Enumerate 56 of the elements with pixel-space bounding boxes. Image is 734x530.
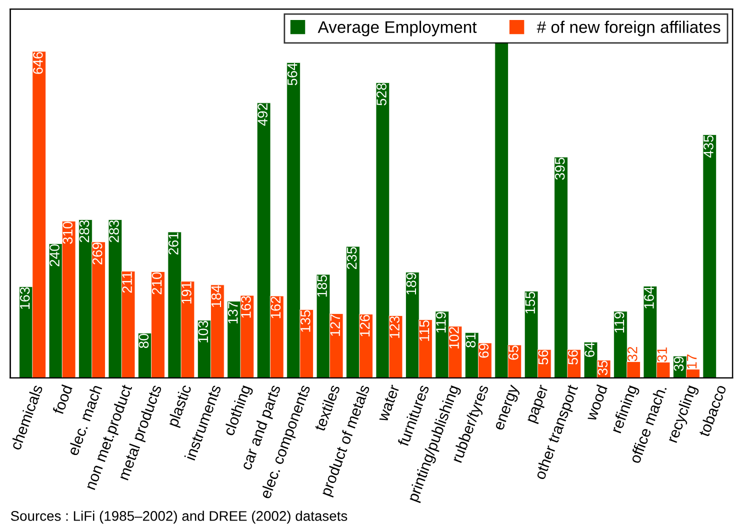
data-label: 185 (317, 275, 327, 297)
data-label: 646 (33, 52, 43, 74)
data-label: 123 (390, 316, 400, 338)
x-tick-label: water (378, 384, 400, 422)
x-tick-label: textiles (314, 384, 340, 432)
data-label: 103 (198, 320, 208, 342)
data-label: 269 (92, 242, 102, 264)
data-label: 155 (525, 292, 536, 314)
bar (702, 134, 717, 378)
data-label: 56 (568, 350, 578, 364)
data-label: 395 (554, 158, 565, 180)
data-label: 126 (360, 314, 370, 336)
data-label: 81 (466, 333, 476, 348)
data-label: 119 (436, 312, 446, 332)
data-label: 240 (50, 244, 60, 266)
source-note: Sources : LiFi (1985–2002) and DREE (2002) datasets (10, 510, 348, 524)
x-tick-label: wood (584, 384, 608, 422)
data-label: 64 (584, 342, 594, 357)
data-label: 31 (657, 347, 668, 362)
data-label: 184 (211, 285, 222, 308)
data-label: 191 (182, 282, 192, 304)
data-label: 162 (270, 296, 281, 318)
data-label: 492 (258, 104, 268, 126)
x-tick-label: food (52, 384, 72, 416)
data-label: 135 (300, 310, 310, 332)
data-label: 528 (376, 83, 386, 106)
data-label: 163 (241, 296, 251, 318)
data-label: 127 (330, 314, 340, 336)
data-label: 137 (228, 302, 238, 324)
data-label: 56 (538, 350, 548, 364)
data-label: 163 (20, 287, 30, 309)
data-label: 69 (478, 344, 489, 358)
data-label: 189 (406, 272, 416, 294)
data-label: 65 (508, 346, 518, 360)
x-tick-label: paper (528, 384, 552, 424)
x-tick-label: energy (495, 384, 522, 432)
data-label: 119 (614, 312, 624, 332)
data-label: 17 (687, 354, 697, 368)
data-label: 211 (122, 272, 132, 293)
data-label: 115 (420, 320, 430, 341)
data-label: 102 (449, 327, 459, 348)
data-label: 261 (168, 232, 178, 254)
data-label: 39 (674, 356, 684, 372)
data-label: 283 (79, 220, 90, 242)
data-label: 80 (138, 334, 149, 348)
legend-label: # of new foreign affiliates (536, 20, 720, 36)
data-label: 35 (598, 360, 608, 376)
data-label: 310 (62, 222, 73, 244)
data-label: 283 (109, 220, 119, 242)
legend-label: Average Employment (318, 20, 477, 36)
data-label: 235 (346, 247, 357, 270)
data-label: 164 (644, 286, 654, 308)
data-label: 32 (627, 346, 638, 362)
data-label: 564 (287, 63, 298, 86)
data-label: 435 (704, 135, 714, 158)
data-label: 210 (152, 272, 162, 294)
